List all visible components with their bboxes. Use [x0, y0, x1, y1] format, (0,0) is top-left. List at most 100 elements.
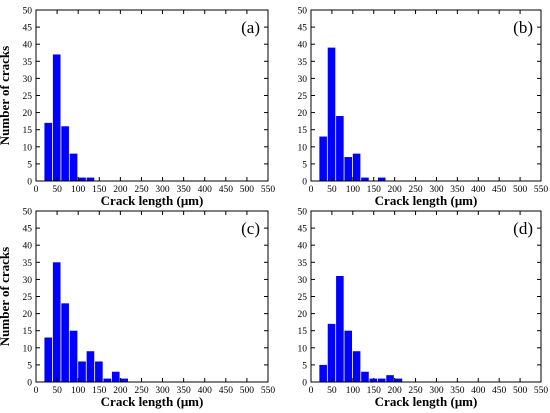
- x-tick-label: 550: [534, 386, 549, 396]
- histogram-bar: [377, 378, 386, 382]
- y-tick-label: 40: [298, 41, 308, 51]
- x-tick-label: 400: [471, 185, 486, 195]
- y-tick-label: 10: [298, 344, 308, 354]
- x-tick-label: 100: [71, 386, 86, 396]
- y-tick-label: 50: [23, 208, 33, 218]
- histogram-bar: [78, 361, 86, 382]
- x-tick-label: 500: [513, 386, 528, 396]
- y-tick-label: 45: [298, 24, 308, 34]
- x-tick-label: 500: [240, 386, 255, 396]
- histogram-bar: [319, 364, 327, 382]
- x-tick-label: 300: [429, 386, 444, 396]
- y-tick-label: 40: [23, 242, 33, 252]
- histogram-panel-2: 0 50 100 150 200 250 300 350 400 450 500 550 0 5 10 15 2…: [298, 7, 549, 209]
- x-tick-label: 450: [219, 185, 234, 195]
- x-tick-label: 250: [408, 386, 423, 396]
- x-tick-label: 100: [71, 185, 86, 195]
- x-tick-label: 150: [367, 185, 382, 195]
- x-tick-label: 200: [388, 386, 403, 396]
- y-tick-label: 0: [302, 178, 307, 188]
- y-tick-label: 35: [23, 259, 33, 269]
- x-axis-title: Crack length (μm): [375, 193, 478, 208]
- x-tick-label: 550: [261, 386, 276, 396]
- histogram-bar: [336, 116, 344, 181]
- y-tick-label: 5: [302, 160, 307, 170]
- y-tick-label: 35: [298, 58, 308, 68]
- y-tick-label: 35: [23, 58, 33, 68]
- y-tick-label: 35: [298, 259, 308, 269]
- x-tick-label: 150: [92, 386, 107, 396]
- y-tick-label: 15: [298, 126, 308, 136]
- x-tick-label: 100: [346, 386, 361, 396]
- x-tick-label: 200: [113, 185, 128, 195]
- histogram-bar: [78, 177, 86, 181]
- x-axis-title: Crack length (μm): [101, 394, 204, 409]
- y-tick-label: 30: [298, 75, 308, 85]
- x-tick-label: 250: [134, 185, 149, 195]
- x-tick-label: 0: [309, 185, 314, 195]
- y-tick-label: 20: [298, 310, 308, 320]
- y-tick-label: 50: [298, 208, 308, 218]
- x-tick-label: 350: [177, 386, 192, 396]
- x-tick-label: 500: [240, 185, 255, 195]
- y-tick-label: 15: [298, 327, 308, 337]
- histogram-bar: [336, 275, 344, 382]
- y-tick-label: 25: [23, 92, 33, 102]
- histogram-bar: [61, 126, 69, 181]
- x-tick-label: 0: [34, 386, 39, 396]
- histogram-bar: [52, 262, 61, 382]
- x-axis-title: Crack length (μm): [101, 193, 204, 208]
- y-tick-label: 10: [23, 344, 33, 354]
- x-tick-label: 150: [92, 185, 107, 195]
- x-tick-label: 350: [177, 185, 192, 195]
- x-tick-label: 50: [52, 386, 62, 396]
- x-tick-label: 500: [513, 185, 528, 195]
- y-tick-label: 15: [23, 327, 33, 337]
- y-tick-label: 5: [302, 361, 307, 371]
- y-tick-label: 20: [23, 310, 33, 320]
- x-tick-label: 250: [408, 185, 423, 195]
- panel-label: (c): [241, 219, 260, 238]
- x-tick-label: 250: [134, 386, 149, 396]
- x-tick-label: 400: [471, 386, 486, 396]
- x-tick-label: 550: [261, 185, 276, 195]
- x-tick-label: 450: [492, 386, 507, 396]
- y-tick-label: 30: [298, 276, 308, 286]
- y-tick-label: 25: [298, 92, 308, 102]
- y-tick-label: 5: [27, 160, 32, 170]
- histogram-bar: [44, 122, 53, 181]
- histogram-bar: [86, 177, 95, 181]
- histogram-bar: [95, 361, 103, 382]
- y-tick-label: 50: [23, 7, 33, 17]
- histogram-bar: [344, 330, 353, 382]
- y-tick-label: 25: [23, 293, 33, 303]
- histogram-bar: [394, 378, 403, 382]
- histogram-bar: [352, 351, 361, 382]
- x-tick-label: 350: [450, 185, 465, 195]
- histogram-bar: [361, 177, 369, 181]
- x-tick-label: 450: [492, 185, 507, 195]
- histogram-bar: [61, 303, 69, 382]
- x-tick-label: 150: [367, 386, 382, 396]
- histogram-panel-4: 0 50 100 150 200 250 300 350 400 450 500 550 0 5 10 15 2…: [298, 208, 549, 410]
- y-tick-label: 0: [302, 379, 307, 389]
- x-tick-label: 50: [327, 386, 337, 396]
- x-tick-label: 550: [534, 185, 549, 195]
- x-tick-label: 300: [155, 386, 170, 396]
- histogram-bar: [327, 323, 336, 382]
- y-tick-label: 40: [298, 242, 308, 252]
- panel-label: (b): [513, 18, 533, 37]
- histogram-bar: [103, 378, 112, 382]
- y-tick-label: 40: [23, 41, 33, 51]
- y-tick-label: 30: [23, 276, 33, 286]
- x-tick-label: 400: [198, 386, 213, 396]
- y-tick-label: 10: [298, 143, 308, 153]
- x-tick-label: 0: [34, 185, 39, 195]
- panel-label: (a): [241, 18, 260, 37]
- histogram-bar: [386, 375, 394, 382]
- histogram-bar: [120, 378, 128, 382]
- histogram-bar: [377, 177, 386, 181]
- histogram-bar: [52, 54, 61, 181]
- y-tick-label: 0: [27, 178, 32, 188]
